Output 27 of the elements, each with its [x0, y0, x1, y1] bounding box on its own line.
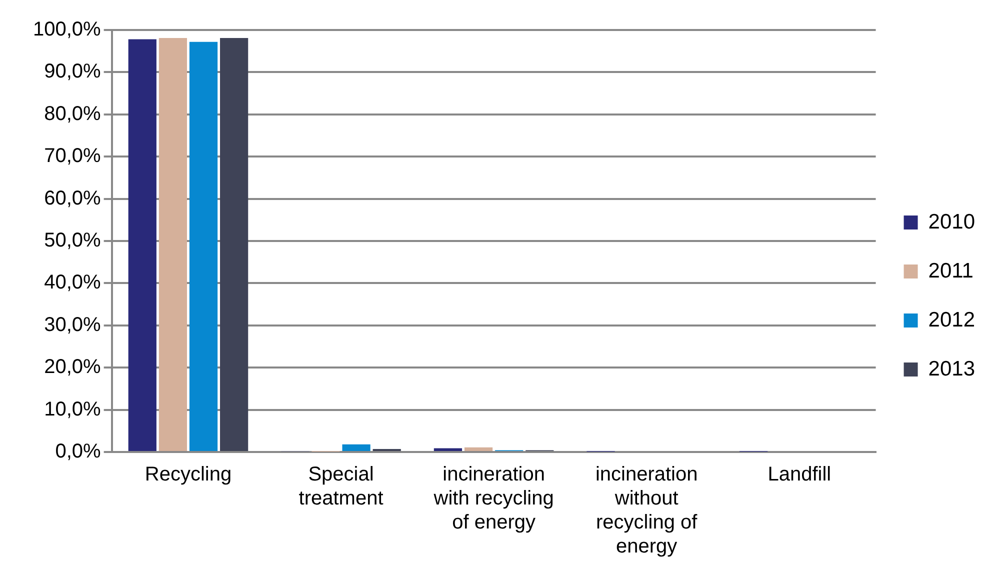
y-tick-label: 10,0% [44, 398, 102, 420]
bar [128, 39, 156, 451]
x-tick-label: Landfill [768, 464, 832, 486]
bar [434, 448, 462, 451]
y-tick-label: 0,0% [55, 440, 102, 463]
bar [158, 38, 188, 451]
bar [220, 38, 248, 451]
legend-label: 2013 [928, 357, 975, 380]
legend-label: 2010 [928, 210, 975, 234]
y-tick-label: 50,0% [44, 230, 102, 252]
bar [189, 42, 218, 451]
x-tick-label: Special treatment [298, 464, 384, 510]
y-tick-label: 100,0% [32, 18, 102, 41]
y-tick-label: 70,0% [44, 145, 102, 168]
y-tick-label: 80,0% [44, 102, 102, 125]
y-tick-label: 40,0% [44, 272, 102, 294]
y-tick-label: 30,0% [44, 314, 102, 336]
x-tick-label: incineration with recycling of energy [432, 464, 554, 534]
y-tick-label: 60,0% [44, 187, 102, 210]
bar [342, 444, 370, 451]
y-tick-label: 20,0% [44, 356, 102, 378]
legend-label: 2011 [928, 259, 974, 282]
x-tick-label: Recycling [144, 464, 232, 486]
y-tick-label: 90,0% [44, 60, 102, 83]
legend-label: 2012 [928, 308, 975, 332]
x-tick-label: incineration without recycling of energy [595, 464, 698, 558]
bar [464, 447, 493, 451]
